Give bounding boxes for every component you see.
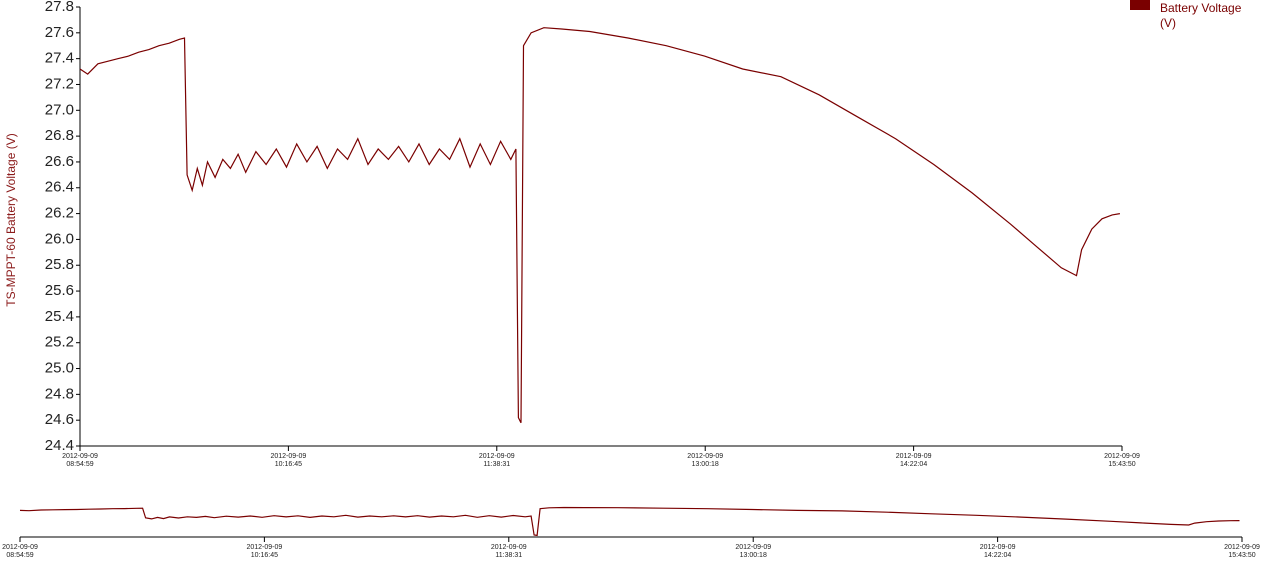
y-tick-label: 26.8 — [45, 127, 74, 144]
y-tick-label: 27.4 — [45, 50, 74, 67]
x-tick-label: 2012-09-09 15:43:50 — [1104, 453, 1140, 468]
y-tick-label: 24.4 — [45, 437, 74, 454]
y-tick-label: 25.2 — [45, 334, 74, 351]
y-tick-label: 26.2 — [45, 205, 74, 222]
y-tick-label: 26.0 — [45, 230, 74, 247]
x-tick-label: 2012-09-09 10:16:45 — [270, 453, 307, 468]
y-tick-label: 24.8 — [45, 385, 74, 402]
x-tick-label: 2012-09-09 10:16:45 — [246, 544, 283, 559]
x-tick-label: 2012-09-09 13:00:18 — [735, 544, 772, 559]
x-tick-label: 2012-09-09 14:22:04 — [895, 453, 932, 468]
y-tick-label: 25.4 — [45, 308, 74, 325]
y-tick-label: 25.0 — [45, 359, 74, 376]
y-tick-label: 26.6 — [45, 153, 74, 170]
overview-line — [19, 506, 1240, 537]
x-tick-label: 2012-09-09 08:54:59 — [62, 453, 98, 468]
y-tick-label: 27.2 — [45, 75, 74, 92]
y-axis-label: TS-MPPT-60 Battery Voltage (V) — [4, 133, 18, 306]
y-tick-label: 25.6 — [45, 282, 74, 299]
x-tick-label: 2012-09-09 11:38:31 — [490, 544, 527, 559]
x-tick-label: 2012-09-09 13:00:18 — [687, 453, 724, 468]
y-tick-label: 25.8 — [45, 256, 74, 273]
x-tick-label: 2012-09-09 11:38:31 — [478, 453, 515, 468]
y-tick-label: 26.4 — [45, 179, 74, 196]
line-series — [79, 27, 1120, 424]
x-tick-label: 2012-09-09 08:54:59 — [2, 544, 38, 559]
y-tick-label: 27.0 — [45, 101, 74, 118]
x-tick-label: 2012-09-09 15:43:50 — [1224, 544, 1260, 559]
x-tick-label: 2012-09-09 14:22:04 — [979, 544, 1016, 559]
legend-swatch — [1130, 0, 1150, 10]
y-tick-label: 24.6 — [45, 411, 74, 428]
y-tick-label: 27.6 — [45, 24, 74, 41]
y-tick-label: 27.8 — [45, 0, 74, 15]
legend-label: TS-MPPT-60 Battery Voltage (V) — [1160, 1, 1242, 30]
